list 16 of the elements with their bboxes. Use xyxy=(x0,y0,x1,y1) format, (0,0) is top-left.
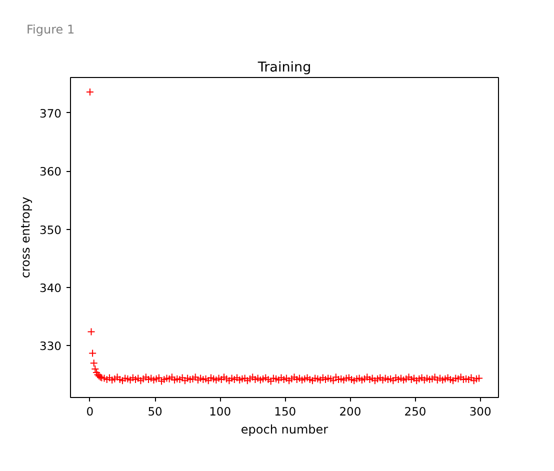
y-tick-label: 350 xyxy=(40,222,62,237)
caption: Figure 1 xyxy=(26,22,75,36)
x-axis-title: epoch number xyxy=(240,422,328,436)
x-tick-label: 50 xyxy=(148,404,162,418)
y-axis-title: cross entropy xyxy=(18,196,33,278)
x-tick-label: 150 xyxy=(274,404,296,418)
x-tick-label: 300 xyxy=(469,404,492,418)
x-tick-label: 200 xyxy=(339,404,362,418)
y-tick-label: 330 xyxy=(40,339,62,354)
chart-title: Training xyxy=(256,60,312,76)
y-tick-label: 360 xyxy=(40,164,62,179)
x-tick-label: 100 xyxy=(209,404,232,418)
y-tick-label: 340 xyxy=(40,281,62,296)
x-tick-label: 0 xyxy=(86,404,94,418)
y-tick-label: 370 xyxy=(40,106,62,120)
x-tick-label: 250 xyxy=(404,404,426,418)
